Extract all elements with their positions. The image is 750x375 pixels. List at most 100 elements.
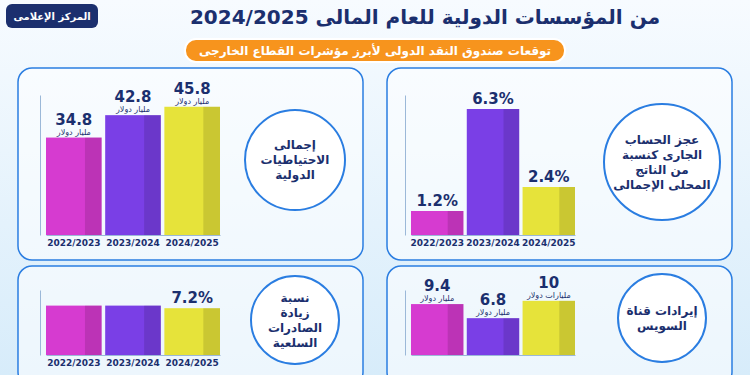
bar <box>164 308 220 355</box>
y-axis <box>405 291 406 356</box>
chart-panel: 9.4مليار دولار6.8مليار دولار10مليارات دو… <box>406 274 707 362</box>
bar-shade <box>559 301 575 355</box>
data-label: 2.4% <box>528 168 570 186</box>
chart-panel: 2022/20232023/20242024/202534.8مليار دول… <box>41 80 346 249</box>
title-bubble <box>604 104 720 220</box>
panel-frame <box>387 68 732 260</box>
bars <box>411 109 575 235</box>
bar <box>105 115 161 235</box>
x-tick: 2022/2023 <box>47 355 100 368</box>
panel-frame <box>387 266 732 375</box>
x-tick-label: 2022/2023 <box>47 358 100 368</box>
bar <box>467 109 519 235</box>
panel-frame <box>18 68 363 260</box>
y-axis-line <box>405 96 406 236</box>
background <box>0 0 750 375</box>
title-bubble <box>251 276 339 364</box>
y-axis <box>405 96 406 236</box>
unit-label: مليار دولار <box>56 128 91 137</box>
data-label: 6.8 <box>480 291 507 309</box>
chart-title: السلعية <box>273 336 318 350</box>
x-tick-label: 2022/2023 <box>411 238 464 248</box>
x-tick: 2023/2024 <box>466 235 519 248</box>
y-axis-line <box>405 291 406 356</box>
panel-frame <box>18 266 363 375</box>
x-tick-label: 2023/2024 <box>466 238 519 248</box>
title-bubble <box>245 110 345 210</box>
x-tick-label: 2024/2025 <box>165 358 218 368</box>
data-label: 1.2% <box>416 192 458 210</box>
chart-title: المحلى الإجمالى <box>613 178 710 192</box>
bar-shade <box>448 304 464 355</box>
data-label: 6.3% <box>472 90 514 108</box>
bar-shade <box>503 109 519 235</box>
x-tick-label: 2023/2024 <box>106 358 159 368</box>
x-axis <box>412 355 576 357</box>
chart-panel: 2022/2023 2023/2024 2024/2025 7.2% نسبةزيادة… <box>41 276 340 368</box>
data-labels: 9.4مليار دولار6.8مليار دولار10مليارات دو… <box>419 274 570 317</box>
x-axis-line <box>412 355 576 356</box>
chart-title: إجمالى <box>274 138 316 152</box>
x-axis: 2022/20232023/20242024/2025 <box>411 235 576 248</box>
logo-box <box>6 4 98 28</box>
y-axis <box>40 291 41 356</box>
bar-shade <box>85 306 102 355</box>
title: من المؤسسات الدولية للعام المالى 2024/20… <box>190 5 660 29</box>
chart-title: الجارى كنسبة <box>622 148 702 162</box>
unit-label: مليار دولار <box>475 308 510 317</box>
bar <box>46 306 102 355</box>
data-labels: 1.2% 6.3% 2.4% <box>416 90 569 210</box>
data-labels: 7.2% <box>171 289 213 307</box>
chart-title: نسبة <box>281 291 310 305</box>
unit-label: مليار دولار <box>174 97 209 106</box>
chart-title: الدولية <box>275 168 315 183</box>
x-tick-label: 2023/2024 <box>106 238 159 248</box>
bar <box>411 304 463 355</box>
bar-shade <box>85 138 102 235</box>
bar <box>523 301 575 355</box>
bars <box>46 306 220 355</box>
subtitle-pill <box>185 39 565 62</box>
bar-shade <box>144 115 161 235</box>
data-label: 34.8 <box>55 111 92 129</box>
x-tick-label: 2022/2023 <box>47 238 100 248</box>
x-axis: 2022/2023 2023/2024 2024/2025 <box>47 355 221 368</box>
data-label: 42.8 <box>114 88 151 106</box>
bar <box>523 187 575 235</box>
x-axis-line <box>47 355 221 356</box>
x-tick: 2024/2025 <box>522 235 575 248</box>
bar-shade <box>559 187 575 235</box>
data-label: 7.2% <box>171 289 213 307</box>
infographic: المركز الإعلامى من المؤسسات الدولية للعام… <box>0 0 750 375</box>
chart-title: عجز الحساب <box>625 133 700 147</box>
unit-label: مليارات دولار <box>526 291 571 300</box>
chart-title: الصادرات <box>268 321 322 335</box>
x-tick: 2022/2023 <box>411 235 464 248</box>
chart-title: إيرادات قناة <box>626 304 697 318</box>
x-tick: 2022/2023 <box>47 235 100 248</box>
subtitle: توقعات صندوق النقد الدولى لأبرز مؤشرات ا… <box>199 43 551 59</box>
logo-text: المركز الإعلامى <box>13 11 90 23</box>
bar <box>46 138 102 235</box>
chart-title: السويس <box>637 319 687 334</box>
unit-label: مليار دولار <box>115 105 150 114</box>
x-tick: 2023/2024 <box>106 355 159 368</box>
bar <box>467 318 519 355</box>
title-bubble <box>618 274 706 362</box>
bar <box>164 107 220 235</box>
bar-shade <box>503 318 519 355</box>
y-axis-line <box>40 291 41 356</box>
data-label: 9.4 <box>424 277 451 295</box>
x-axis-line <box>412 235 576 236</box>
data-labels: 34.8مليار دولار42.8مليار دولار45.8مليار … <box>55 80 210 137</box>
x-tick: 2024/2025 <box>165 355 218 368</box>
y-axis-line <box>40 96 41 236</box>
chart-title: زيادة <box>280 306 309 320</box>
y-axis <box>40 96 41 236</box>
bar-shade <box>203 308 220 355</box>
x-tick-label: 2024/2025 <box>522 238 575 248</box>
x-tick: 2024/2025 <box>165 235 218 248</box>
unit-label: مليار دولار <box>419 294 454 303</box>
bars <box>46 107 220 235</box>
chart-panel: 2022/20232023/20242024/2025 1.2% 6.3% 2.4% ع… <box>406 90 721 248</box>
